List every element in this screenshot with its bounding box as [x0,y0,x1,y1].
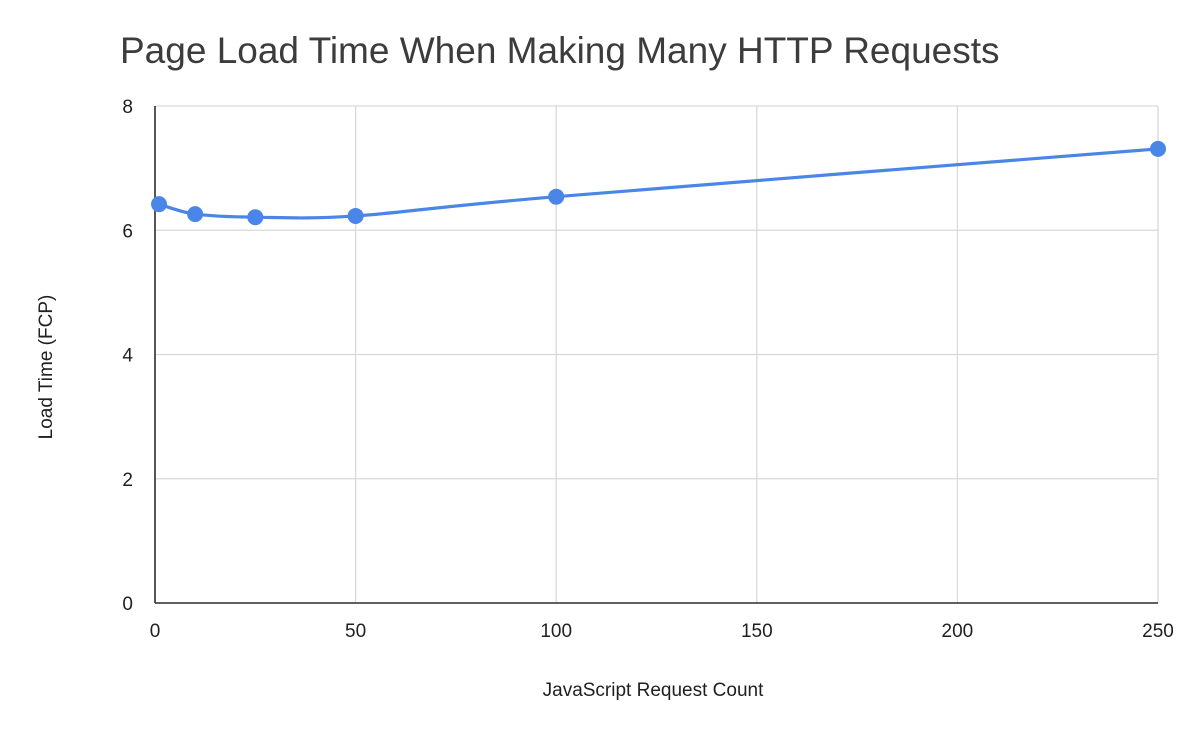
y-tick-labels: 0 2 4 6 8 [122,97,133,615]
y-tick-label: 0 [122,594,133,615]
y-tick-label: 8 [122,97,133,118]
x-tick-label: 150 [741,621,773,642]
x-tick-label: 250 [1142,621,1174,642]
chart-title: Page Load Time When Making Many HTTP Req… [120,30,1000,71]
data-point [1150,140,1166,157]
data-point [187,206,204,223]
x-tick-label: 100 [540,621,572,642]
axes [154,106,1158,604]
data-point [151,196,168,213]
y-tick-label: 6 [122,221,133,242]
data-point [548,188,565,205]
y-tick-label: 2 [122,470,133,491]
gridlines [155,105,1159,603]
y-axis-title: Load Time (FCP) [36,295,57,440]
data-point [347,207,364,224]
series-line [157,147,1160,220]
x-axis-title: JavaScript Request Count [543,680,764,701]
x-tick-labels: 0 50 100 150 200 250 [150,621,1174,642]
y-tick-label: 4 [122,346,133,367]
x-tick-label: 0 [150,621,161,642]
x-tick-label: 200 [942,621,974,642]
data-series [151,140,1166,226]
x-tick-label: 50 [345,621,366,642]
data-point [247,209,264,226]
